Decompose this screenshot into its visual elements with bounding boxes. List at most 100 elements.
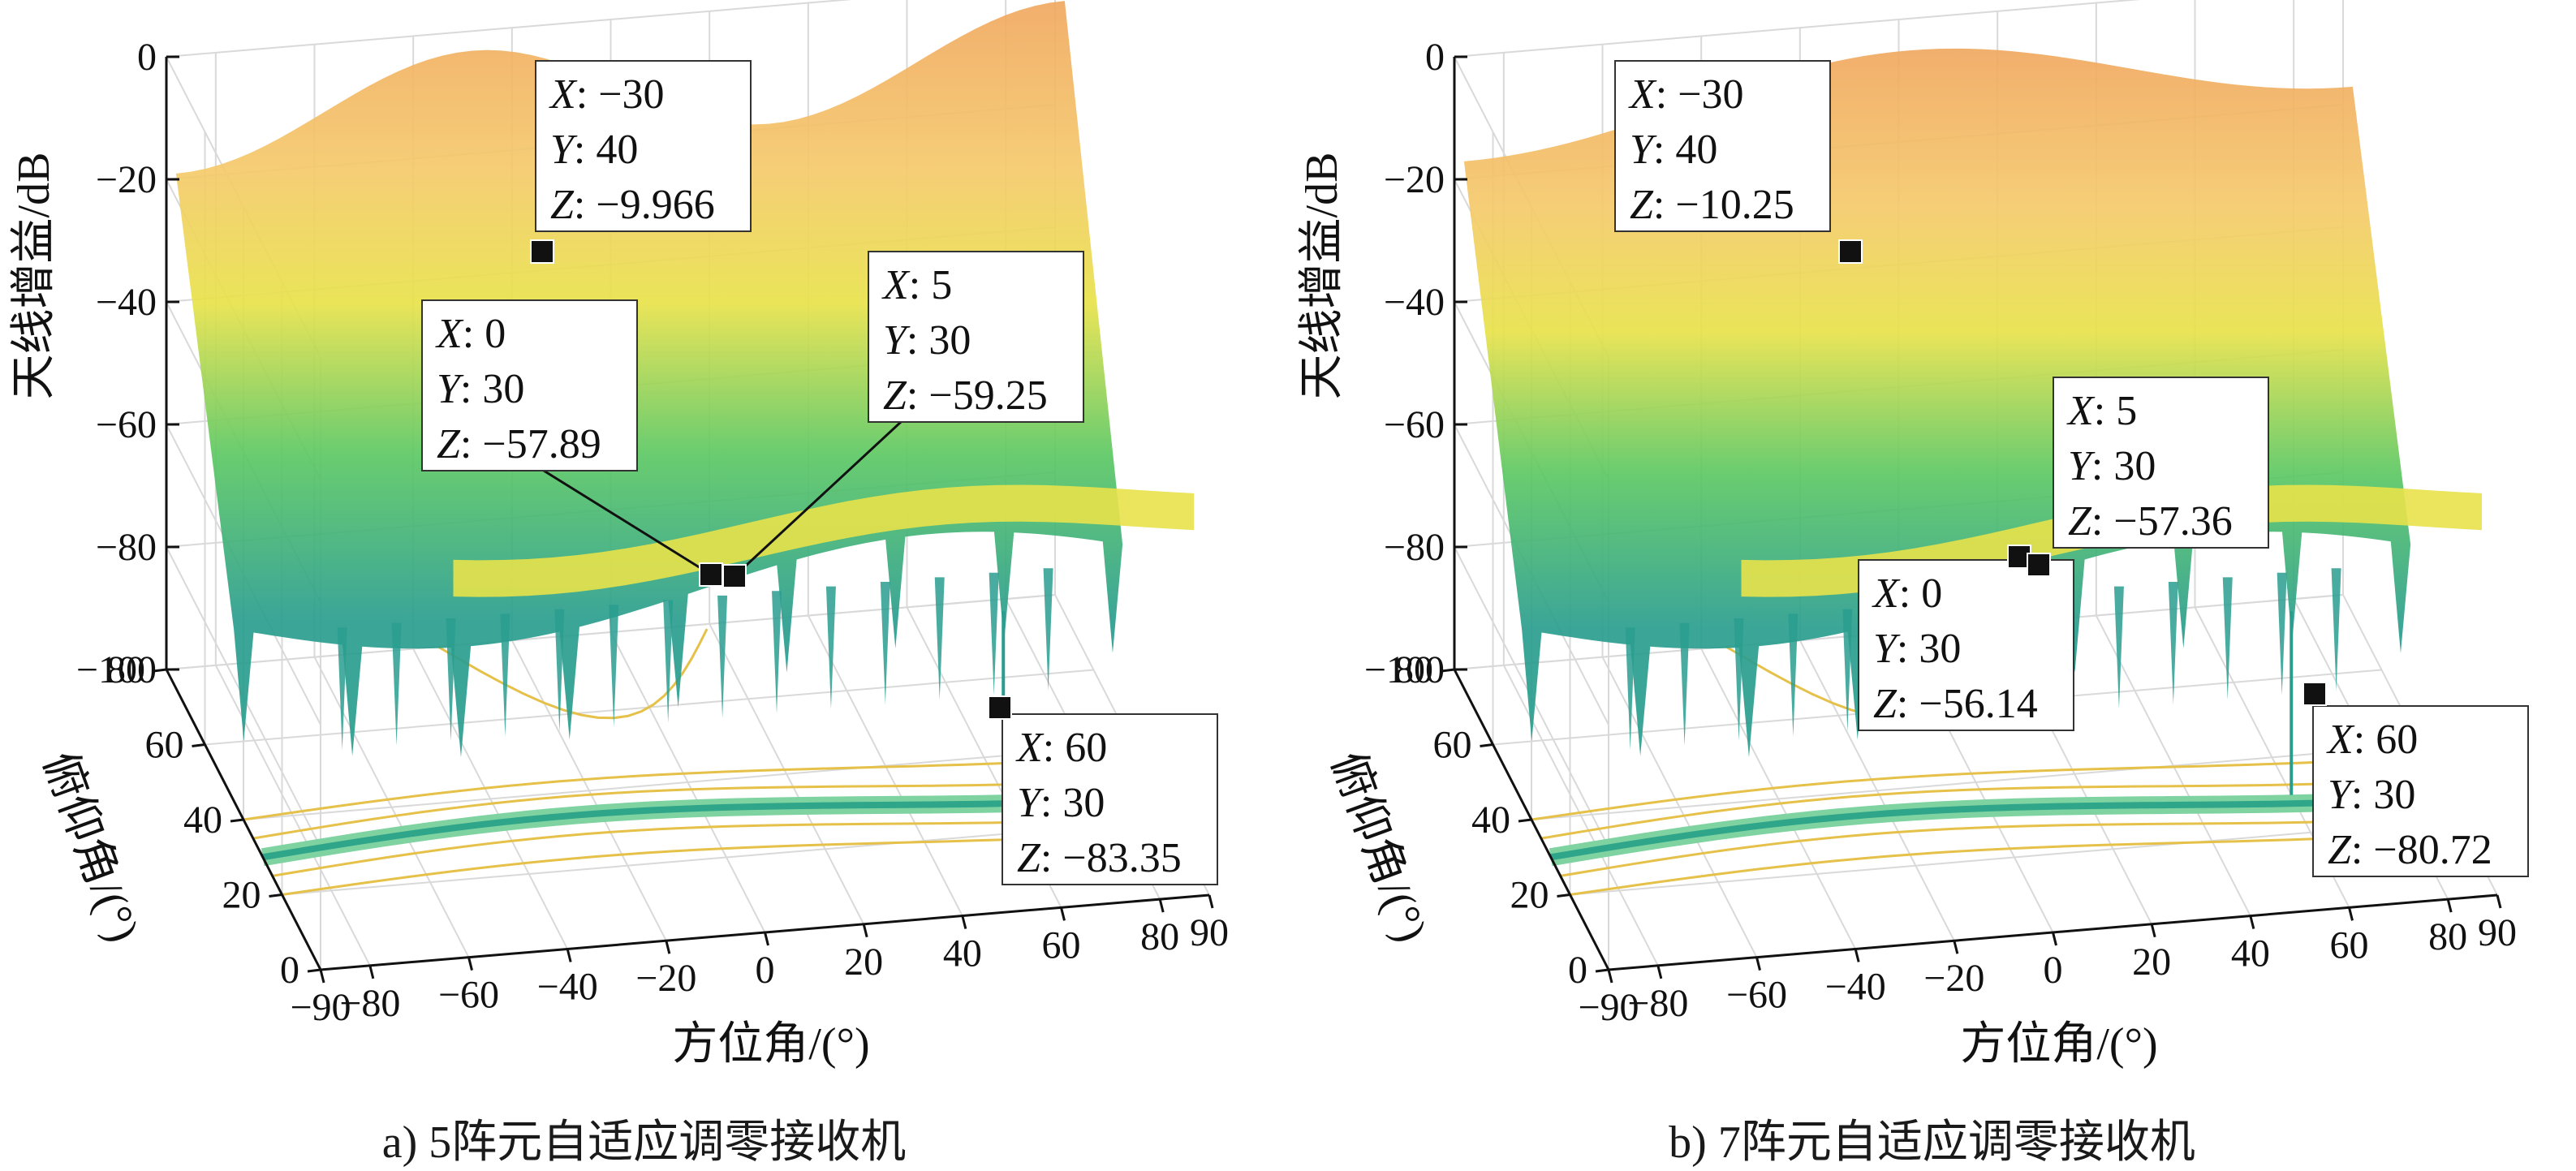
tick-labels: −90−80 −60 −40 −20 0 20 40 60 80 900204060800−20−… bbox=[76, 36, 1229, 1029]
datatip-key: Y bbox=[1873, 626, 1901, 672]
datatip-line: Y: 30 bbox=[2328, 772, 2415, 818]
gridline-z bbox=[165, 594, 1056, 971]
datatip-line: Y: 40 bbox=[550, 127, 638, 173]
datatip-value: : 30 bbox=[1897, 626, 1961, 672]
datatip-key: Y bbox=[883, 317, 911, 364]
datatip-key: X bbox=[881, 262, 911, 308]
datatip-line: Z: −83.35 bbox=[1017, 835, 1182, 881]
x-tick-label: −90 bbox=[290, 986, 351, 1029]
null-spike bbox=[1043, 568, 1053, 691]
surface-plot-b: −90−80 −60 −40 −20 0 20 40 60 80 900204060800−20−… bbox=[1297, 0, 2529, 1070]
z-tick-label: −40 bbox=[96, 281, 157, 324]
datatip-box bbox=[535, 60, 752, 232]
null-spike bbox=[391, 622, 402, 746]
datatip-value: : −10.25 bbox=[1653, 182, 1794, 228]
y-tick bbox=[269, 893, 282, 898]
x-tick-label: 0 bbox=[2044, 949, 2063, 992]
x-tick bbox=[467, 957, 473, 971]
datatip-value: : 5 bbox=[2094, 388, 2137, 434]
contour-line bbox=[1540, 777, 2438, 840]
z-tick-label: −40 bbox=[1384, 281, 1445, 324]
datatip-key: Y bbox=[1630, 127, 1657, 173]
x-tick-label: 20 bbox=[2132, 941, 2171, 984]
datatip: X: −30 Y: 40 Z: −9.966 bbox=[530, 60, 752, 264]
x-tick-label: −80 bbox=[1627, 982, 1688, 1025]
datatip-line: Y: 30 bbox=[1873, 626, 1961, 672]
surface-plot-a: −90−80 −60 −40 −20 0 20 40 60 80 900204060800−20−… bbox=[9, 0, 1229, 1070]
x-tick-label: 0 bbox=[756, 949, 775, 992]
datatip-line: Y: 40 bbox=[1630, 127, 1717, 173]
y-tick bbox=[1480, 743, 1493, 747]
null-spike bbox=[337, 627, 347, 751]
x-tick bbox=[2052, 932, 2057, 946]
x-tick bbox=[1953, 940, 1959, 954]
chart-caption-b: b) 7阵元自适应调零接收机 bbox=[1669, 1117, 2195, 1168]
chart-panel-b: −90 −80 −60 −40 −20 0 20 40 60 80 90 0 20 40 60 80 0 −20−… bbox=[1288, 0, 2576, 1169]
datatip-key: Y bbox=[550, 127, 578, 173]
datatip-key: Z bbox=[1630, 182, 1654, 228]
contour-line bbox=[1560, 814, 2458, 877]
tick-labels: −90−80 −60 −40 −20 0 20 40 60 80 900204060800−20−… bbox=[1364, 36, 2517, 1029]
x-tick bbox=[1208, 894, 1214, 909]
y-tick-label: 0 bbox=[1568, 949, 1587, 992]
datatip-line: X: 60 bbox=[2326, 717, 2418, 763]
datatip-marker bbox=[722, 564, 747, 588]
datatip-box bbox=[1858, 559, 2074, 731]
datatip-value: : 30 bbox=[2091, 443, 2156, 489]
chart-caption-a: a) 5阵元自适应调零接收机 bbox=[381, 1117, 907, 1168]
z-axis-title: 天线增益/dB bbox=[1297, 153, 1347, 400]
x-tick-label: 60 bbox=[1042, 923, 1081, 967]
datatip-value: : −30 bbox=[1656, 71, 1744, 118]
null-spike bbox=[772, 591, 782, 714]
x-tick bbox=[1060, 906, 1066, 921]
datatip-line: Y: 30 bbox=[883, 317, 971, 364]
datatip-line: Z: −10.25 bbox=[1630, 182, 1794, 228]
datatip-marker bbox=[1838, 239, 1863, 264]
datatip: X: 5 Y: 30 Z: −59.25 bbox=[722, 251, 1084, 588]
y-tick-label: 60 bbox=[1433, 724, 1472, 767]
axes bbox=[153, 55, 1214, 984]
datatip-value: : 30 bbox=[2351, 772, 2415, 818]
x-axis-title: 方位角/(°) bbox=[672, 1019, 869, 1070]
datatip-line: X: 0 bbox=[1872, 570, 1942, 617]
x-tick-label: −60 bbox=[438, 974, 499, 1017]
y-tick-label: 0 bbox=[280, 949, 299, 992]
datatip-key: Z bbox=[550, 182, 575, 228]
datatip-key: Z bbox=[1873, 681, 1898, 727]
datatip-line: Z: −57.36 bbox=[2068, 498, 2233, 545]
datatip-marker bbox=[530, 239, 554, 264]
datatip-key: Z bbox=[883, 372, 907, 419]
contour-line bbox=[243, 755, 1139, 821]
x-tick-label: 90 bbox=[1190, 911, 1229, 954]
datatip-key: X bbox=[1872, 570, 1901, 617]
x-tick-label: 90 bbox=[2478, 911, 2517, 954]
y-tick bbox=[1518, 818, 1532, 823]
z-tick-label: −80 bbox=[1384, 526, 1445, 569]
datatip-value: : −59.25 bbox=[907, 372, 1048, 419]
z-tick-label: −20 bbox=[1384, 158, 1445, 201]
datatip-line: X: −30 bbox=[549, 71, 665, 118]
datatip-value: : 30 bbox=[460, 366, 524, 412]
datatip-value: : 5 bbox=[909, 262, 952, 308]
datatip-value: : 40 bbox=[1653, 127, 1717, 173]
datatip-key: Y bbox=[437, 366, 464, 412]
null-spike bbox=[880, 582, 890, 705]
datatip-line: Z: −9.966 bbox=[550, 182, 715, 228]
y-tick bbox=[307, 968, 321, 973]
y-tick-label: 60 bbox=[145, 724, 184, 767]
x-tick-label: −60 bbox=[1726, 974, 1787, 1017]
null-spike bbox=[717, 595, 728, 718]
datatip-value: : −80.72 bbox=[2351, 827, 2492, 873]
datatip-value: : −57.89 bbox=[460, 421, 601, 467]
datatip: X: −30 Y: 40 Z: −10.25 bbox=[1614, 60, 1863, 264]
null-spike bbox=[934, 577, 945, 700]
x-tick bbox=[1607, 969, 1613, 984]
datatip-line: X: 5 bbox=[2066, 388, 2137, 434]
contour-line bbox=[252, 777, 1150, 840]
null-spike bbox=[989, 572, 999, 695]
datatip-line: X: 60 bbox=[1015, 725, 1107, 771]
z-tick-label: −60 bbox=[96, 403, 157, 446]
datatip-key: Y bbox=[2068, 443, 2096, 489]
x-tick bbox=[2446, 898, 2453, 913]
